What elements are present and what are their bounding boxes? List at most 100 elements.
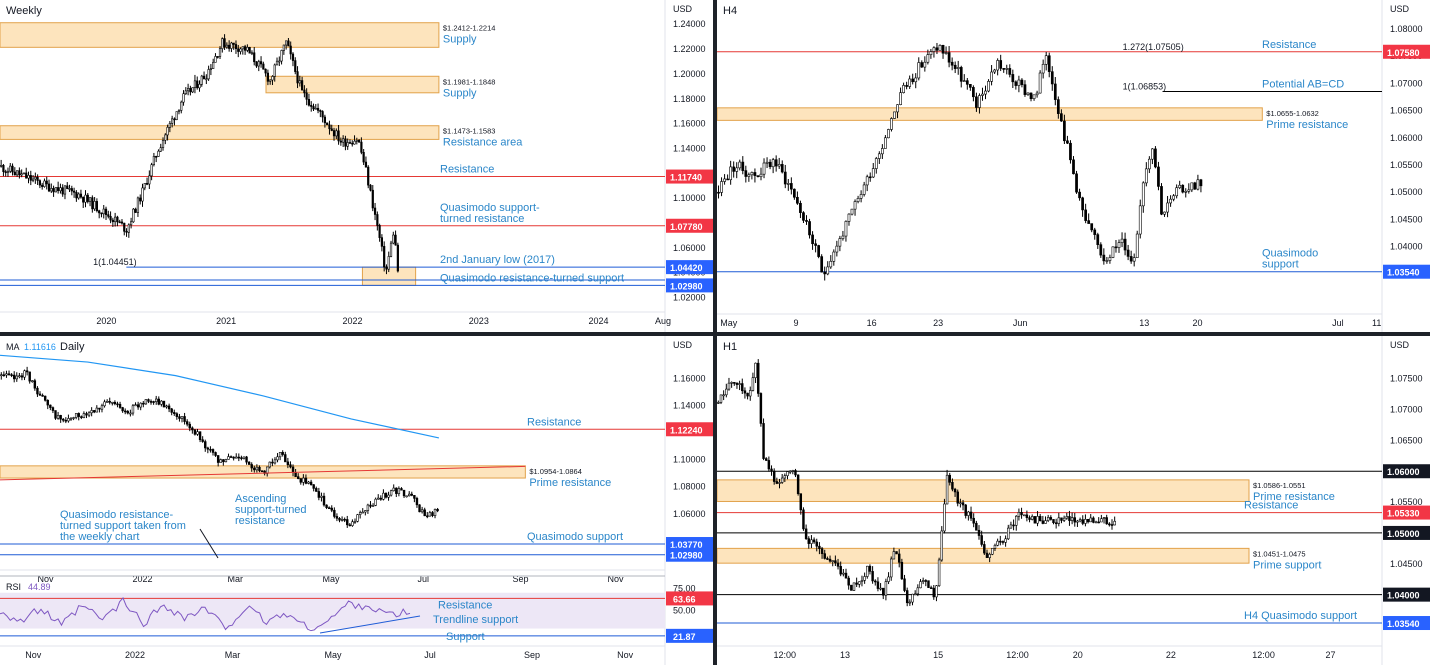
y-tick-label: 1.04000 <box>1390 242 1423 252</box>
x-tick-label: 12:00 <box>1252 650 1275 660</box>
candle-body <box>762 423 765 459</box>
candle-body <box>284 454 287 463</box>
currency-label: USD <box>673 340 693 350</box>
x-tick-label: 9 <box>793 318 798 328</box>
candle-body <box>310 104 313 107</box>
candle-body <box>260 470 264 473</box>
zone-range-label: $1.0655-1.0632 <box>1266 109 1319 118</box>
candle-body <box>1008 68 1012 75</box>
candle-body <box>282 44 285 51</box>
price-tag-label: 1.07780 <box>670 222 703 232</box>
weekly-chart-panel[interactable]: USD 1.24000 1.22000 1.20000 1.18000 1.16000 1.… <box>0 0 713 332</box>
candle-body <box>823 271 827 275</box>
candle-body <box>392 487 395 492</box>
candle-body <box>237 48 240 52</box>
daily-x-tick: Nov <box>25 650 42 660</box>
rsi-group: 75.00 50.00 Resistance 63.66 Support 21.87 Tre… <box>0 575 713 660</box>
candle-body <box>366 504 370 511</box>
daily-chart-panel[interactable]: USD1.160001.140001.120001.100001.080001.… <box>0 336 713 665</box>
candle-body <box>1096 234 1100 245</box>
candle-body <box>229 456 233 458</box>
h1-chart[interactable]: USD 1.07500 1.07000 1.06500 1.06000 1.05500 1.… <box>717 336 1430 665</box>
candle-body <box>209 448 212 451</box>
candle-body <box>54 410 57 419</box>
candle-body <box>896 104 899 113</box>
candle-body <box>987 81 990 92</box>
candle-body <box>351 521 354 526</box>
candle-body <box>298 80 301 84</box>
h1-chart-panel[interactable]: USD 1.07500 1.07000 1.06500 1.06000 1.05500 1.… <box>717 336 1430 665</box>
candle-body <box>972 87 975 98</box>
candle-body <box>1129 256 1133 262</box>
candle-body <box>940 530 944 561</box>
price-tag <box>666 547 713 562</box>
h1-group: USD 1.07500 1.07000 1.06500 1.06000 1.05500 1.… <box>717 336 1430 665</box>
candle-body <box>859 194 863 199</box>
zone-label: Resistance area <box>443 137 523 149</box>
price-tag-label: 1.05330 <box>1387 509 1420 519</box>
candle-body <box>232 42 235 45</box>
candle-body <box>828 558 832 562</box>
candle-body <box>951 482 954 490</box>
candle-body <box>1023 84 1027 95</box>
candle-body <box>255 466 259 471</box>
candle-body <box>418 504 421 513</box>
y-tick-label: 1.04500 <box>1390 214 1423 224</box>
candle-body <box>862 184 866 195</box>
h4-chart-panel[interactable]: USD1.080001.075001.070001.065001.060001.… <box>717 0 1430 332</box>
candle-body <box>1114 246 1118 249</box>
level-label: Resistance <box>440 164 494 176</box>
candle-body <box>358 139 361 143</box>
candle-body <box>307 481 310 484</box>
candle-body <box>1054 522 1058 525</box>
candle-body <box>1041 63 1045 74</box>
zone-supply <box>265 75 440 94</box>
candle-body <box>118 403 122 408</box>
candle-body <box>25 370 29 373</box>
candle-body <box>921 580 925 582</box>
candle-body <box>1126 249 1130 257</box>
daily-chart[interactable]: USD1.160001.140001.120001.100001.080001.… <box>0 336 713 665</box>
candle-body <box>389 242 393 257</box>
candle-body <box>1190 182 1194 191</box>
x-tick-label: 27 <box>1325 650 1335 660</box>
candle-body <box>222 459 225 463</box>
candle-body <box>187 88 190 92</box>
candle-body <box>428 512 432 517</box>
candle-body <box>5 373 8 376</box>
candle-body <box>1020 512 1023 516</box>
candle-body <box>780 477 784 483</box>
candle-body <box>34 176 37 180</box>
candle-body <box>1066 140 1069 144</box>
candle-body <box>371 189 374 209</box>
candle-body <box>1081 519 1084 524</box>
candle-body <box>116 216 119 223</box>
candle-body <box>947 52 951 63</box>
candle-body <box>196 80 199 89</box>
candle-body <box>1046 517 1050 521</box>
candle-body <box>69 417 73 420</box>
candle-body <box>717 402 720 404</box>
zone-range-label: $1.0954-1.0864 <box>529 467 582 476</box>
candle-body <box>1015 515 1018 526</box>
candle-body <box>1038 516 1042 522</box>
candle-body <box>1151 148 1154 160</box>
candle-body <box>219 459 222 463</box>
h4-chart[interactable]: USD1.080001.075001.070001.065001.060001.… <box>717 0 1430 332</box>
level-label: Quasimodo support <box>1262 248 1318 271</box>
price-tag <box>1383 505 1430 520</box>
candle-body <box>961 502 965 506</box>
level-label: Quasimodo resistance-turned support <box>440 272 624 284</box>
rsi-line <box>0 597 411 632</box>
candle-body <box>768 161 772 168</box>
candle-body <box>257 61 260 67</box>
candle-body <box>1196 179 1200 190</box>
candle-body <box>880 148 884 155</box>
zone-range-label: $1.1473-1.1583 <box>443 127 496 136</box>
candle-body <box>839 566 842 575</box>
x-tick-label: Nov <box>38 574 55 584</box>
candle-body <box>1135 233 1139 258</box>
weekly-chart[interactable]: USD 1.24000 1.22000 1.20000 1.18000 1.16000 1.… <box>0 0 713 332</box>
candle-body <box>938 45 942 51</box>
zone-supply <box>0 22 440 48</box>
